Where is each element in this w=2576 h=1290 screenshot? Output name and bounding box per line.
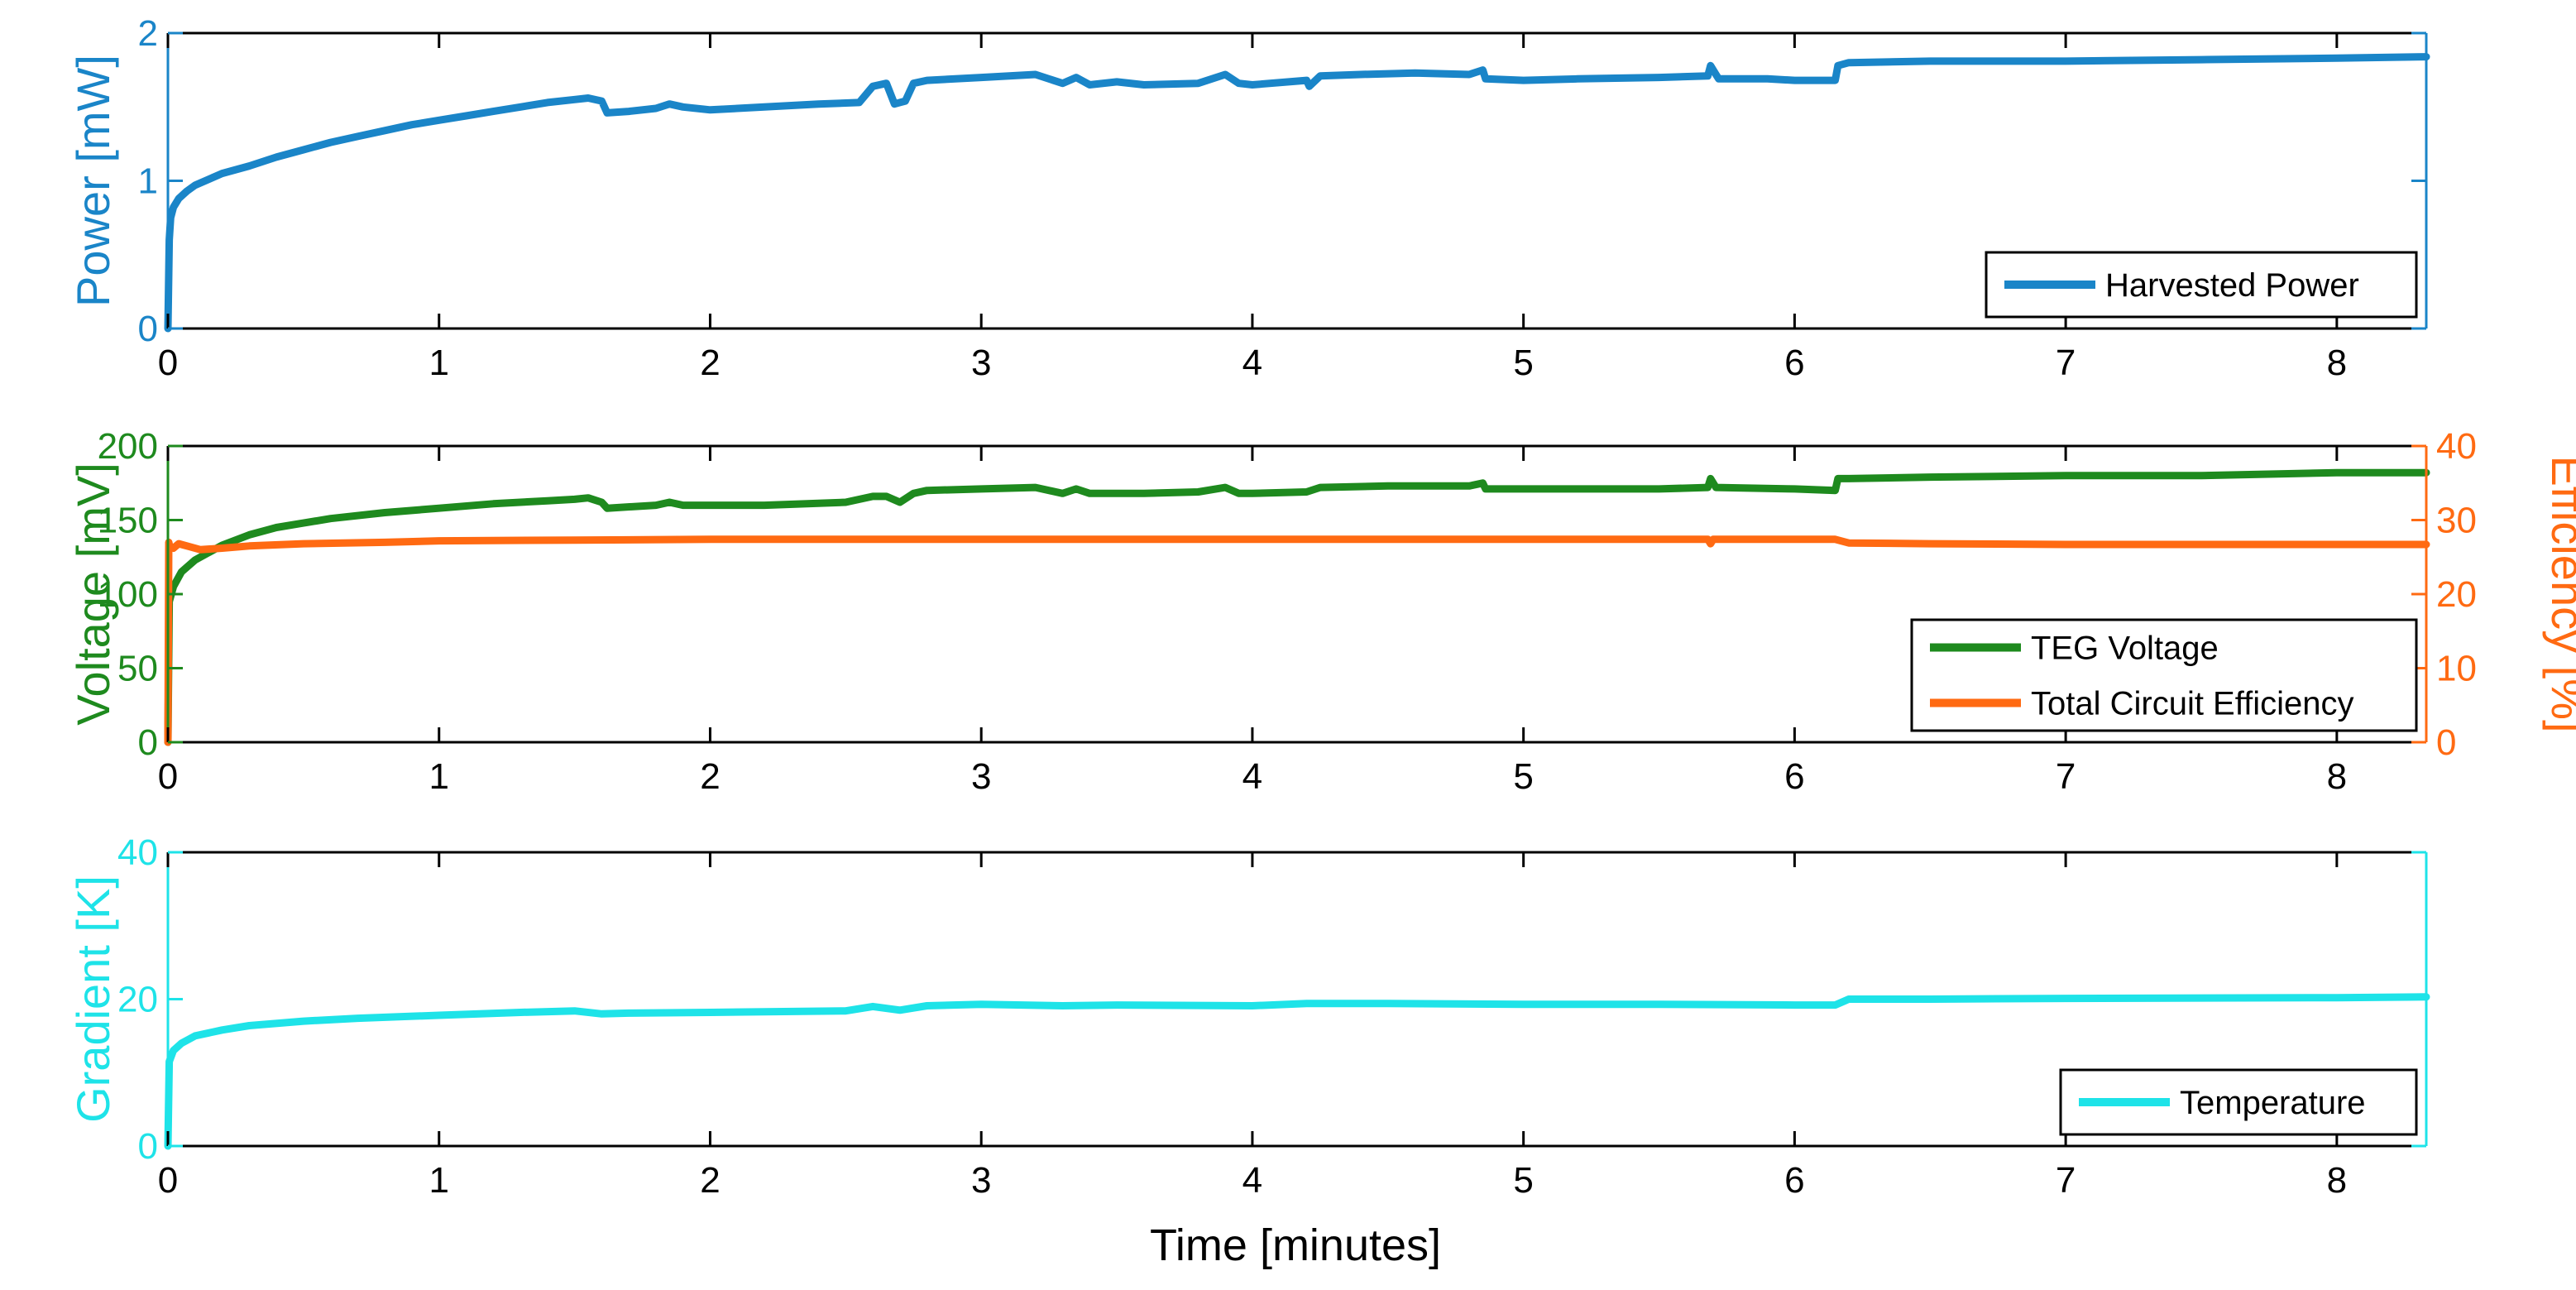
legend-label: Temperature	[2180, 1085, 2366, 1121]
x-tick-label: 6	[1784, 756, 1804, 797]
series-line-teg-voltage	[164, 468, 2430, 746]
y-right-tick-label: 10	[2436, 649, 2477, 689]
legend-box	[1910, 618, 2418, 732]
y-tick-label: 40	[117, 832, 158, 873]
y-tick-label: 100	[98, 574, 158, 615]
y-right-tick-label: 0	[2436, 722, 2456, 763]
y-axis-label: Power [mW]	[67, 55, 119, 307]
y-right-tick-label: 20	[2436, 574, 2477, 615]
y-right-tick-label: 40	[2436, 426, 2477, 467]
x-tick-label: 0	[158, 343, 178, 383]
x-tick-label: 8	[2327, 343, 2347, 383]
y-tick-label: 20	[117, 980, 158, 1020]
x-tick-label: 4	[1243, 1160, 1262, 1201]
y-tick-label: 0	[138, 1126, 158, 1167]
x-tick-label: 7	[2056, 1160, 2076, 1201]
y-tick-label: 200	[98, 426, 158, 467]
x-tick-label: 5	[1513, 343, 1533, 383]
y-tick-label: 150	[98, 501, 158, 541]
legend-label: Harvested Power	[2105, 267, 2359, 304]
y-tick-label: 1	[138, 161, 158, 202]
y-tick-label: 2	[138, 13, 158, 54]
x-tick-label: 2	[700, 1160, 720, 1201]
x-tick-label: 2	[700, 343, 720, 383]
x-tick-label: 8	[2327, 1160, 2347, 1201]
series-line-total-circuit-efficiency	[164, 535, 2430, 746]
legend-label: Total Circuit Efficiency	[2031, 686, 2354, 722]
x-tick-label: 2	[700, 756, 720, 797]
y-right-tick-label: 30	[2436, 501, 2477, 541]
y-tick-label: 50	[117, 649, 158, 689]
voltage-efficiency-panel: 0 1 2 3 4 5 6 7 8 0 50 100 150 200 0 10 20 30 40 Efficiency…	[67, 426, 2576, 797]
x-tick-label: 7	[2056, 756, 2076, 797]
x-tick-label: 7	[2056, 343, 2076, 383]
x-tick-label: 4	[1243, 343, 1262, 383]
x-tick-label: 0	[158, 756, 178, 797]
series-line-harvested-power	[164, 53, 2430, 333]
x-tick-label: 4	[1243, 756, 1262, 797]
x-axis-label: Time [minutes]	[1150, 1220, 1441, 1270]
x-tick-label: 1	[429, 1160, 448, 1201]
y-right-axis-label: Efficiency [%]	[2542, 455, 2576, 732]
power-panel: 0 1 2 3 4 5 6 7 8 0 1 2 Power [mW] Harvested Power	[67, 13, 2430, 383]
x-tick-label: 1	[429, 343, 448, 383]
y-tick-label: 0	[138, 309, 158, 349]
y-tick-label: 0	[138, 722, 158, 763]
x-tick-label: 6	[1784, 343, 1804, 383]
x-tick-label: 0	[158, 1160, 178, 1201]
x-tick-label: 3	[971, 756, 991, 797]
x-tick-label: 8	[2327, 756, 2347, 797]
y-axis-label: Gradient [K]	[67, 875, 119, 1123]
x-tick-label: 5	[1513, 756, 1533, 797]
legend-label: TEG Voltage	[2031, 631, 2219, 667]
x-tick-label: 6	[1784, 1160, 1804, 1201]
x-tick-label: 5	[1513, 1160, 1533, 1201]
series-line-temperature	[164, 993, 2430, 1150]
x-tick-label: 1	[429, 756, 448, 797]
x-tick-label: 3	[971, 1160, 991, 1201]
x-tick-label: 3	[971, 343, 991, 383]
legend: Temperature	[2059, 1068, 2418, 1136]
legend: TEG Voltage Total Circuit Efficiency	[1910, 618, 2418, 732]
legend: Harvested Power	[1985, 251, 2418, 319]
y-axis-label: Voltage [mV]	[67, 463, 119, 726]
